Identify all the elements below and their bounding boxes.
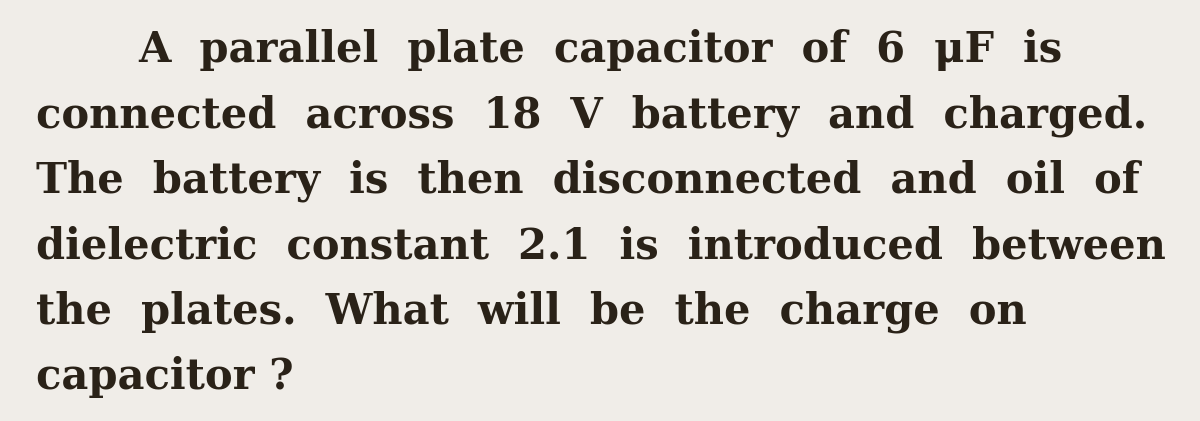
Text: capacitor ?: capacitor ? <box>36 356 294 398</box>
Text: The  battery  is  then  disconnected  and  oil  of: The battery is then disconnected and oil… <box>36 160 1140 203</box>
Text: connected  across  18  V  battery  and  charged.: connected across 18 V battery and charge… <box>36 95 1147 137</box>
Text: A  parallel  plate  capacitor  of  6  μF  is: A parallel plate capacitor of 6 μF is <box>138 29 1062 72</box>
Text: the  plates.  What  will  be  the  charge  on: the plates. What will be the charge on <box>36 290 1027 333</box>
Text: dielectric  constant  2.1  is  introduced  between: dielectric constant 2.1 is introduced be… <box>36 225 1166 267</box>
